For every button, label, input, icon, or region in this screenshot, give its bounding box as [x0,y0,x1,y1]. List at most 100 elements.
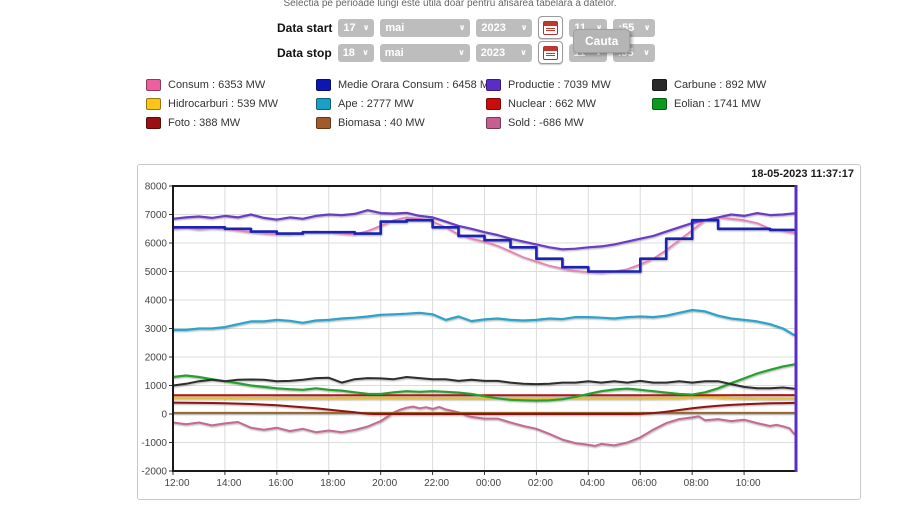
power-chart: -2000 -1000 0 1000 2000 3000 4000 5000 6000 7000 8… [141,182,798,490]
x-axis-label: 10:00 [736,478,761,489]
legend-swatch-icon [486,117,501,129]
chevron-down-icon: ∨ [362,47,369,57]
grid-lines [173,186,796,471]
legend-item-productie: Productie : 7039 MW [486,79,652,91]
x-axis-label: 22:00 [424,478,449,489]
legend-label: Hidrocarburi : 539 MW [168,98,279,110]
select-value: 2023 [480,46,506,59]
y-axis-label: 7000 [145,210,168,221]
chevron-down-icon: ∨ [520,47,527,57]
legend-item-eolian: Eolian : 1741 MW [652,98,766,110]
legend-swatch-icon [486,79,501,91]
data-start-month-select[interactable]: mai ∨ [380,18,471,37]
chevron-down-icon: ∨ [595,22,603,32]
y-axis-label: 1000 [145,381,168,392]
chevron-down-icon: ∨ [458,47,465,57]
axis-labels: -2000 -1000 0 1000 2000 3000 4000 5000 6000 7000 8… [141,182,761,490]
x-axis-label: 14:00 [216,478,241,489]
legend-label: Foto : 388 MW [168,117,241,129]
calendar-icon [542,45,558,60]
calendar-icon [543,20,559,35]
series-line-medie-orara-consum [172,218,796,273]
x-axis-label: 16:00 [268,478,293,489]
x-axis-label: 12:00 [164,478,189,489]
legend-label: Medie Orara Consum : 6458 MW [338,79,500,91]
legend-swatch-icon [486,98,501,110]
chevron-down-icon: ∨ [362,22,370,32]
chevron-down-icon: ∨ [643,22,651,32]
x-axis-label: 00:00 [476,478,501,489]
legend-label: Nuclear : 662 MW [508,98,597,110]
legend-label: Carbune : 892 MW [674,79,767,91]
legend-item-ape: Ape : 2777 MW [316,98,486,110]
chevron-down-icon: ∨ [520,22,528,32]
select-value: mai [385,21,405,34]
series-line-sold [172,405,795,447]
legend-label: Consum : 6353 MW [168,79,266,91]
legend-label: Eolian : 1741 MW [674,98,761,110]
series-line-carbune [172,376,795,390]
legend-item-consum: Consum : 6353 MW [146,79,316,91]
data-start-label: Data start [277,20,333,35]
data-stop-calendar-button[interactable] [537,41,563,64]
x-axis-label: 08:00 [684,478,709,489]
y-axis-label: 3000 [145,324,168,335]
y-axis-label: 5000 [145,267,168,278]
legend-label: Productie : 7039 MW [508,79,611,91]
series-line-ape [172,308,795,336]
data-stop-day-select[interactable]: 18 ∨ [337,43,374,62]
select-value: 2023 [481,21,506,34]
legend-swatch-icon [146,117,161,129]
series-group [172,209,796,447]
y-axis-label: 0 [161,410,167,421]
legend-label: Sold : -686 MW [508,117,584,129]
select-value: 18 [342,46,355,59]
y-axis-label: 2000 [145,353,168,364]
cauta-button[interactable]: Cauta [573,29,631,53]
data-start-year-select[interactable]: 2023 ∨ [476,18,533,37]
legend-swatch-icon [316,117,331,129]
series-line-foto [172,401,795,415]
y-axis-label: 4000 [145,296,168,307]
chart-timestamp: 18-05-2023 11:37:17 [751,168,854,180]
select-value: mai [384,46,404,59]
y-axis-label: -1000 [141,438,167,449]
legend-item-nuclear: Nuclear : 662 MW [486,98,652,110]
data-stop-label: Data stop [277,45,332,60]
data-start-row: Data start 17 ∨ mai ∨ 2023 ∨ 11 ∨ :55 ∨ [277,16,656,39]
legend-label: Ape : 2777 MW [338,98,414,110]
legend-item-carbune: Carbune : 892 MW [652,79,766,91]
series-line-eolian [172,363,795,402]
x-axis-label: 20:00 [372,478,397,489]
chevron-down-icon: ∨ [643,47,650,57]
y-axis-label: 6000 [145,239,168,250]
chart-container: 18-05-2023 11:37:17 -2000 -1000 0 1000 2000 3… [137,164,861,500]
legend-swatch-icon [316,79,331,91]
data-start-day-select[interactable]: 17 ∨ [338,18,375,37]
x-axis-label: 02:00 [528,478,553,489]
page-caption: Selectia pe perioade lungi este utila do… [283,0,617,9]
select-value: 11 [574,21,586,34]
y-axis-label: -2000 [141,467,167,478]
legend-item-hidrocarburi: Hidrocarburi : 539 MW [146,98,316,110]
chart-legend: Consum : 6353 MW Medie Orara Consum : 645… [146,79,766,129]
data-stop-year-select[interactable]: 2023 ∨ [475,43,532,62]
legend-swatch-icon [652,98,667,110]
legend-label: Biomasa : 40 MW [338,117,425,129]
legend-item-biomasa: Biomasa : 40 MW [316,117,486,129]
series-line-consum [172,216,795,274]
legend-swatch-icon [146,98,161,110]
data-stop-month-select[interactable]: mai ∨ [379,43,470,62]
select-value: 17 [343,21,356,34]
legend-swatch-icon [652,79,667,91]
x-axis-label: 18:00 [320,478,345,489]
legend-item-foto: Foto : 388 MW [146,117,316,129]
legend-swatch-icon [146,79,161,91]
x-axis-label: 04:00 [580,478,605,489]
data-start-calendar-button[interactable] [538,16,564,39]
chevron-down-icon: ∨ [458,22,466,32]
legend-item-sold: Sold : -686 MW [486,117,652,129]
legend-item-medie-orara-consum: Medie Orara Consum : 6458 MW [316,79,499,91]
x-axis-label: 06:00 [632,478,657,489]
